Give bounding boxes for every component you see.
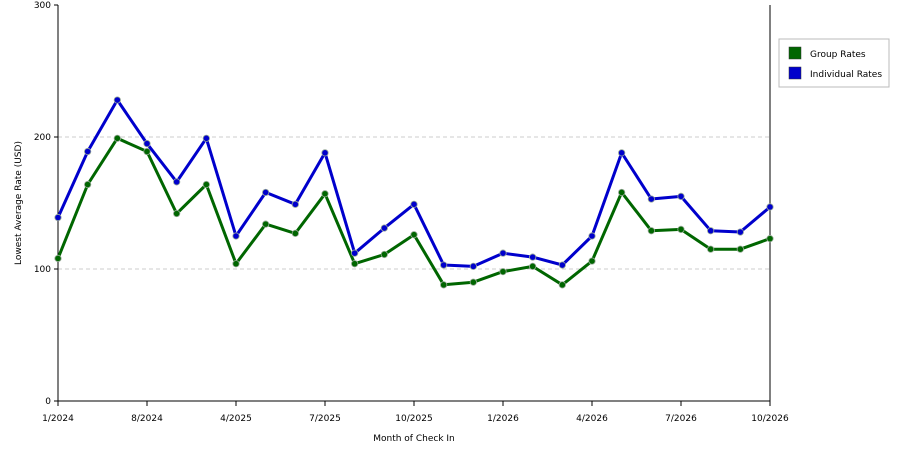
legend-label-individual-rates: Individual Rates <box>810 70 882 80</box>
data-point-group-rates <box>380 250 388 259</box>
x-tick-label: 7/2025 <box>309 414 341 424</box>
data-point-group-rates <box>54 254 62 263</box>
x-tick-label: 10/2025 <box>395 414 432 424</box>
data-point-individual-rates <box>54 213 62 222</box>
data-point-individual-rates <box>736 228 744 236</box>
data-point-individual-rates <box>143 140 151 148</box>
x-tick-label: 1/2026 <box>487 414 519 424</box>
data-point-individual-rates <box>202 134 210 142</box>
data-point-group-rates <box>677 225 685 233</box>
x-tick-label: 4/2025 <box>220 414 252 424</box>
data-point-group-rates <box>232 260 240 268</box>
legend-swatch-individual-rates <box>788 66 802 80</box>
data-point-individual-rates <box>291 200 299 208</box>
data-point-group-rates <box>529 262 537 270</box>
data-point-group-rates <box>707 245 715 253</box>
data-point-individual-rates <box>469 262 477 270</box>
series <box>54 96 774 289</box>
data-point-individual-rates <box>113 96 121 104</box>
data-point-individual-rates <box>351 249 359 257</box>
y-ticks: 0 100 200 300 <box>34 1 58 407</box>
x-tick-label: 8/2024 <box>131 414 163 424</box>
data-point-individual-rates <box>618 149 626 157</box>
data-point-individual-rates <box>647 195 655 203</box>
data-point-group-rates <box>558 281 566 289</box>
data-point-group-rates <box>440 281 448 289</box>
data-point-individual-rates <box>262 188 270 197</box>
data-point-group-rates <box>588 257 596 265</box>
data-point-individual-rates <box>84 147 92 156</box>
x-tick-label: 1/2024 <box>42 414 74 424</box>
data-point-group-rates <box>173 209 181 218</box>
data-point-individual-rates <box>232 232 240 240</box>
data-point-group-rates <box>351 260 359 268</box>
x-tick-label: 7/2026 <box>665 414 697 424</box>
data-point-individual-rates <box>440 261 448 269</box>
data-point-group-rates <box>113 134 121 142</box>
data-point-individual-rates <box>558 261 566 269</box>
legend: Group Rates Individual Rates <box>778 38 890 88</box>
data-point-group-rates <box>469 278 477 286</box>
data-point-individual-rates <box>499 249 507 257</box>
data-point-individual-rates <box>588 232 596 240</box>
data-point-group-rates <box>618 188 626 197</box>
legend-swatch-group-rates <box>788 46 802 60</box>
y-tick-label: 300 <box>34 1 51 11</box>
data-point-group-rates <box>84 180 92 189</box>
data-point-individual-rates <box>173 178 181 186</box>
data-point-individual-rates <box>529 253 537 261</box>
x-tick-label: 4/2026 <box>576 414 608 424</box>
data-point-individual-rates <box>766 203 774 211</box>
series-line-individual-rates <box>56 98 771 268</box>
legend-label-group-rates: Group Rates <box>810 50 866 60</box>
data-point-group-rates <box>766 235 774 243</box>
x-tick-label: 10/2026 <box>751 414 789 424</box>
data-point-individual-rates <box>677 192 685 200</box>
data-point-individual-rates <box>707 227 715 235</box>
series-line-group-rates <box>56 136 771 287</box>
data-point-group-rates <box>499 268 507 276</box>
data-point-individual-rates <box>410 200 418 208</box>
y-tick-label: 100 <box>34 265 51 275</box>
data-point-group-rates <box>291 229 299 237</box>
data-point-group-rates <box>321 190 329 198</box>
y-tick-label: 200 <box>34 133 51 143</box>
data-point-group-rates <box>143 147 151 156</box>
data-point-individual-rates <box>321 149 329 157</box>
y-tick-label: 0 <box>45 397 51 407</box>
data-point-group-rates <box>410 231 418 239</box>
x-axis-title: Month of Check In <box>373 434 455 444</box>
data-point-group-rates <box>647 227 655 235</box>
data-point-group-rates <box>202 180 210 189</box>
data-point-individual-rates <box>380 224 388 232</box>
data-point-group-rates <box>736 245 744 253</box>
x-ticks: 1/2024 8/2024 4/2025 7/2025 10/2025 1/2026 4/2… <box>42 401 789 424</box>
data-point-group-rates <box>262 220 270 228</box>
y-axis-title: Lowest Average Rate (USD) <box>14 141 24 265</box>
